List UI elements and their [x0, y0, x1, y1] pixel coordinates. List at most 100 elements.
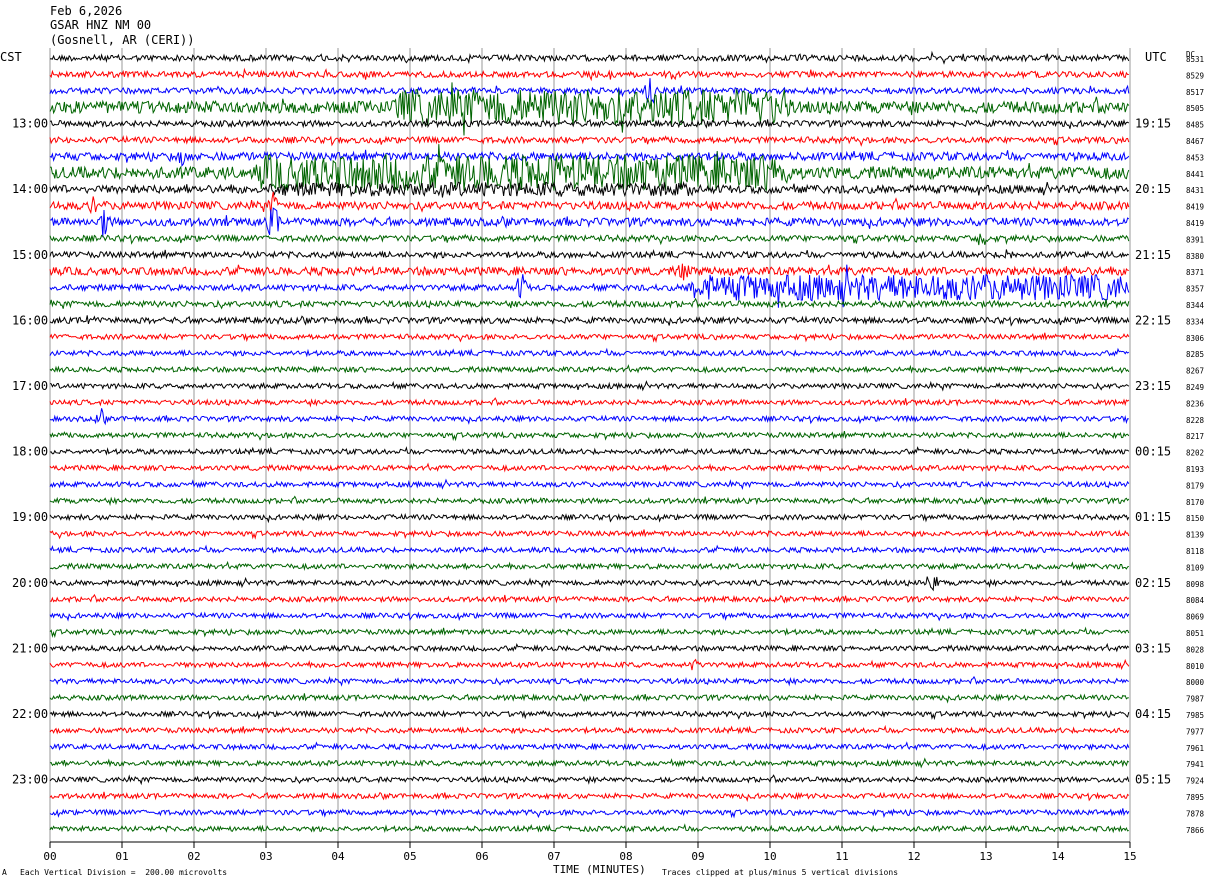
dc-offset-label: 7987 [1186, 695, 1204, 704]
cst-time-label: 23:00 [12, 773, 48, 787]
trace-line [49, 791, 1130, 803]
dc-offset-label: 8109 [1186, 563, 1204, 572]
trace-line [49, 78, 1130, 104]
utc-time-label: 03:15 [1135, 641, 1171, 655]
dc-offset-label: 8306 [1186, 334, 1205, 343]
dc-offset-label: 7977 [1186, 727, 1204, 736]
utc-time-label: 04:15 [1135, 707, 1171, 721]
cst-time-label: 22:00 [12, 707, 48, 721]
dc-offset-label: 8531 [1186, 55, 1204, 64]
dc-offset-label: 8467 [1186, 137, 1204, 146]
station-location: (Gosnell, AR (CERI)) [50, 33, 195, 47]
x-tick-label: 12 [907, 850, 920, 863]
dc-offset-label: 8344 [1186, 301, 1205, 310]
trace-line [49, 397, 1130, 408]
scale-note: Each Vertical Division = 200.00 microvol… [20, 868, 228, 877]
dc-offset-label: 8202 [1186, 449, 1204, 458]
station-code: GSAR HNZ NM 00 [50, 18, 152, 32]
trace-line [49, 709, 1130, 721]
x-tick-label: 01 [115, 850, 128, 863]
trace-line [49, 118, 1130, 129]
x-tick-label: 08 [619, 850, 632, 863]
x-tick-label: 13 [979, 850, 992, 863]
dc-offset-label: 8285 [1186, 350, 1204, 359]
utc-time-label: 05:15 [1135, 773, 1171, 787]
dc-offset-label: 8517 [1186, 88, 1204, 97]
corner-mark: A [2, 868, 7, 877]
x-tick-label: 15 [1123, 850, 1136, 863]
dc-offset-label: 7866 [1186, 826, 1205, 835]
dc-offset-label: 8236 [1186, 399, 1205, 408]
trace-line [49, 576, 1130, 592]
x-tick-label: 09 [691, 850, 704, 863]
dc-offset-label: 8139 [1186, 531, 1204, 540]
utc-time-label: 22:15 [1135, 313, 1171, 327]
dc-offset-label: 8249 [1186, 383, 1204, 392]
trace-line [49, 446, 1130, 457]
dc-offset-label: 8334 [1186, 317, 1205, 326]
trace-line [49, 332, 1130, 343]
utc-time-label: 02:15 [1135, 576, 1171, 590]
trace-line [49, 808, 1130, 819]
minute-grid [49, 48, 1131, 848]
right-axis-title: UTC [1145, 50, 1167, 64]
trace-line [49, 233, 1130, 246]
dc-offset-label: 8069 [1186, 613, 1204, 622]
trace-line [49, 529, 1130, 540]
axis-labels: 00 01 02 03 04 05 06 07 08 09 10 11 12 13 14 15 8531 8529… [12, 50, 1205, 863]
trace-line [49, 67, 1129, 82]
trace-line [49, 823, 1129, 834]
trace-line [49, 430, 1130, 442]
dc-offset-label: 8118 [1186, 547, 1205, 556]
utc-time-label: 20:15 [1135, 182, 1171, 196]
x-tick-label: 10 [763, 850, 776, 863]
trace-line [49, 408, 1129, 426]
trace-line [49, 513, 1130, 524]
cst-time-label: 20:00 [12, 576, 48, 590]
dc-offset-label: 8529 [1186, 71, 1204, 80]
dc-offset-label: 8505 [1186, 104, 1204, 113]
utc-time-label: 23:15 [1135, 379, 1171, 393]
dc-offset-label: 8010 [1186, 662, 1205, 671]
dc-offset-label: 8179 [1186, 481, 1204, 490]
x-axis-title: TIME (MINUTES) [553, 863, 646, 876]
trace-line [49, 297, 1130, 310]
x-tick-label: 06 [475, 850, 488, 863]
x-tick-label: 05 [403, 850, 416, 863]
trace-line [49, 380, 1130, 392]
x-tick-label: 14 [1051, 850, 1065, 863]
cst-time-label: 19:00 [12, 510, 48, 524]
trace-line [49, 626, 1130, 639]
x-tick-label: 02 [187, 850, 200, 863]
dc-offset-label: 8431 [1186, 186, 1204, 195]
trace-line [49, 593, 1130, 604]
trace-line [49, 478, 1130, 490]
dc-offset-label: 8150 [1186, 514, 1205, 523]
dc-offset-label: 8051 [1186, 629, 1204, 638]
utc-time-label: 01:15 [1135, 510, 1171, 524]
trace-line [49, 693, 1129, 704]
trace-line [49, 741, 1130, 752]
trace-line [49, 264, 1130, 308]
dc-offset-label: 8391 [1186, 235, 1204, 244]
dc-offset-label: 7924 [1186, 777, 1205, 786]
dc-offset-label: 8357 [1186, 285, 1204, 294]
cst-time-label: 13:00 [12, 117, 48, 131]
dc-offset-label: 7985 [1186, 711, 1204, 720]
trace-line [49, 724, 1130, 735]
cst-time-label: 15:00 [12, 248, 48, 262]
dc-offset-label: 8170 [1186, 498, 1205, 507]
x-tick-label: 00 [43, 850, 56, 863]
dc-offset-label: 7941 [1186, 760, 1204, 769]
trace-line [49, 544, 1130, 555]
trace-line [49, 50, 1130, 65]
dc-offset-label: 8380 [1186, 252, 1205, 261]
x-tick-label: 03 [259, 850, 272, 863]
cst-time-label: 16:00 [12, 313, 48, 327]
trace-line [49, 263, 1129, 281]
cst-time-label: 18:00 [12, 445, 48, 459]
dc-offset-label: 8228 [1186, 416, 1205, 425]
record-date: Feb 6,2026 [50, 4, 123, 18]
trace-line [49, 191, 1130, 215]
trace-line [49, 144, 1130, 193]
